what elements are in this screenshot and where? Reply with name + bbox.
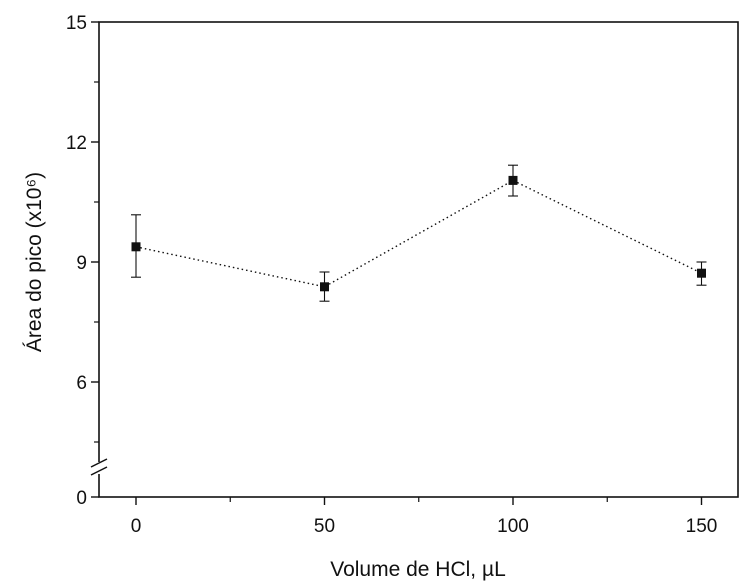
x-tick-labels: 0 50 100 150 bbox=[131, 516, 718, 537]
data-point bbox=[508, 175, 518, 185]
y-tick-labels: 0 6 9 12 15 bbox=[66, 13, 87, 509]
x-tick-label: 0 bbox=[131, 516, 142, 537]
y-tick-label: 15 bbox=[66, 13, 87, 34]
y-axis-title: Área do pico (x10⁶) bbox=[23, 172, 46, 352]
y-tick-label: 0 bbox=[76, 488, 87, 509]
axis-break-slash-top bbox=[90, 458, 108, 468]
series-line bbox=[135, 179, 702, 288]
x-tick-label: 150 bbox=[686, 516, 718, 537]
data-point bbox=[131, 242, 141, 252]
y-tick-label: 6 bbox=[76, 373, 87, 394]
y-tick-label: 9 bbox=[76, 253, 87, 274]
y-tick-label: 12 bbox=[66, 133, 87, 154]
axis-break-slash-bottom bbox=[90, 466, 108, 476]
x-tick-label: 50 bbox=[314, 516, 335, 537]
x-tick-label: 100 bbox=[497, 516, 529, 537]
data-point bbox=[320, 282, 329, 292]
axis-break-mask bbox=[94, 462, 106, 474]
data-point bbox=[697, 268, 706, 278]
data-series bbox=[131, 164, 707, 302]
plot-frame bbox=[98, 21, 739, 498]
axis-ticks bbox=[91, 21, 703, 505]
x-axis-title: Volume de HCl, µL bbox=[330, 558, 506, 581]
